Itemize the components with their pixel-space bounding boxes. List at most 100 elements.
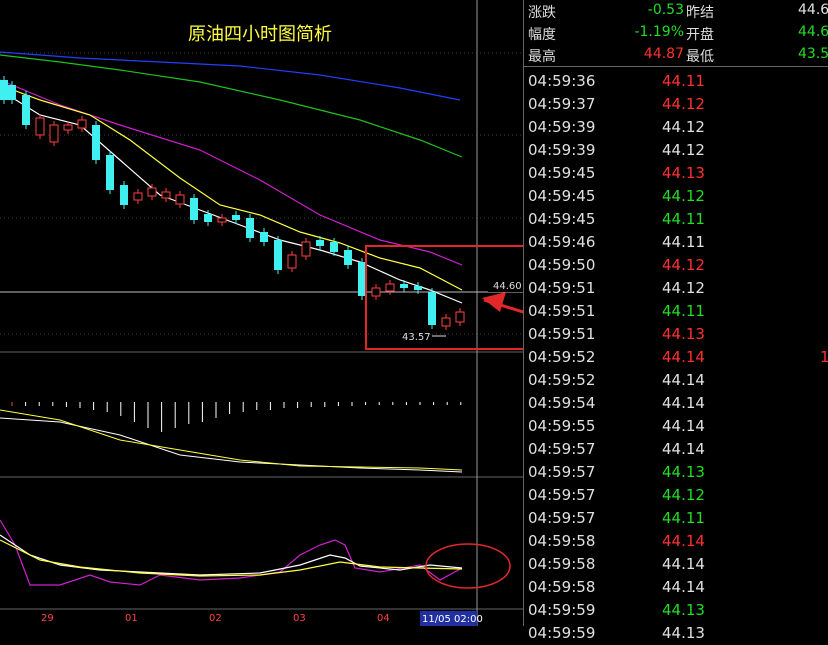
tick-row[interactable]: 04:59:45 44.13 [524, 162, 828, 185]
tick-time: 04:59:50 [528, 256, 596, 274]
quote-value: 44.6 [798, 24, 828, 40]
candle-body [63, 124, 73, 131]
tick-row[interactable]: 04:59:58 44.14 [524, 530, 828, 553]
tick-row[interactable]: 04:59:57 44.11 [524, 507, 828, 530]
tick-price: 44.11 [662, 233, 705, 251]
ma-yellow [0, 84, 463, 291]
osc-yellow [0, 539, 463, 577]
ma-white [0, 89, 463, 304]
tick-row[interactable]: 04:59:59 44.13 [524, 599, 828, 622]
tick-time: 04:59:39 [528, 118, 596, 136]
candle-body [414, 286, 422, 290]
tick-price: 44.12 [662, 118, 705, 136]
tick-row[interactable]: 04:59:57 44.13 [524, 461, 828, 484]
candle-body [287, 254, 297, 269]
tick-row[interactable]: 04:59:59 44.13 [524, 622, 828, 645]
vol-ma-yellow [0, 409, 463, 471]
tick-row[interactable]: 04:59:36 44.11 [524, 70, 828, 93]
quote-label: 幅度 [528, 27, 556, 43]
tick-time: 04:59:58 [528, 578, 596, 596]
ma-magenta [0, 79, 463, 266]
candle-body [316, 240, 324, 246]
candle-body [35, 117, 45, 136]
quote-label: 最低 [686, 49, 714, 65]
tick-price: 44.11 [662, 509, 705, 527]
tick-time: 04:59:52 [528, 371, 596, 389]
tick-time: 04:59:58 [528, 555, 596, 573]
tick-row[interactable]: 04:59:39 44.12 [524, 116, 828, 139]
tick-price: 44.13 [662, 624, 705, 642]
date-label: 29 [41, 613, 54, 624]
candle-body [49, 124, 59, 143]
divider [524, 66, 828, 67]
tick-price: 44.13 [662, 164, 705, 182]
tick-time: 04:59:59 [528, 624, 596, 642]
date-label: 04 [377, 613, 390, 624]
tick-row[interactable]: 04:59:51 44.13 [524, 323, 828, 346]
tick-row[interactable]: 04:59:52 44.14 [524, 369, 828, 392]
osc-white [0, 534, 463, 576]
price-chart-area[interactable]: 原油四小时图简析 44.60 43.57 29 01 02 03 04 11/0… [0, 0, 523, 626]
candle-body [8, 85, 16, 100]
candlesticks [0, 76, 465, 330]
candle-body [77, 119, 87, 129]
volume-panel [0, 402, 463, 473]
date-axis: 29 01 02 03 04 [41, 613, 390, 624]
tick-row[interactable]: 04:59:51 44.12 [524, 277, 828, 300]
candle-body [133, 192, 143, 201]
tick-price: 44.12 [662, 486, 705, 504]
tick-time: 04:59:51 [528, 325, 596, 343]
quote-sidebar[interactable]: 涨跌 -0.53 昨结 44.6 幅度 -1.19% 开盘 44.6 最高 44… [523, 0, 828, 642]
tick-row[interactable]: 04:59:58 44.14 [524, 553, 828, 576]
tick-time: 04:59:57 [528, 486, 596, 504]
date-label: 02 [209, 613, 222, 624]
tick-time: 04:59:45 [528, 164, 596, 182]
candle-body [344, 250, 352, 265]
quote-value: -0.53 [647, 2, 684, 18]
tick-row[interactable]: 04:59:57 44.14 [524, 438, 828, 461]
tick-row[interactable]: 04:59:57 44.12 [524, 484, 828, 507]
candle-body [441, 317, 451, 327]
tick-row[interactable]: 04:59:58 44.14 [524, 576, 828, 599]
candle-body [0, 80, 8, 100]
tick-price: 44.12 [662, 95, 705, 113]
vol-ma-white [0, 417, 463, 473]
candle-body [217, 217, 227, 223]
candle-body [371, 287, 381, 297]
tick-row[interactable]: 04:59:39 44.12 [524, 139, 828, 162]
tick-price: 44.11 [662, 72, 705, 90]
tick-time: 04:59:58 [528, 532, 596, 550]
candle-body [260, 232, 268, 242]
tick-time: 04:59:39 [528, 141, 596, 159]
tick-row[interactable]: 04:59:51 44.11 [524, 300, 828, 323]
tick-row[interactable]: 04:59:45 44.11 [524, 208, 828, 231]
tick-row[interactable]: 04:59:46 44.11 [524, 231, 828, 254]
tick-row[interactable]: 04:59:55 44.14 [524, 415, 828, 438]
tick-row[interactable]: 04:59:45 44.12 [524, 185, 828, 208]
tick-row[interactable]: 04:59:52 44.14 1 [524, 346, 828, 369]
annotation-arrow-shaft [483, 298, 523, 314]
tick-price: 44.12 [662, 187, 705, 205]
candle-body [246, 218, 254, 238]
quote-value: -1.19% [634, 24, 684, 40]
ma-green [0, 54, 463, 158]
candle-body [147, 187, 157, 197]
date-label: 01 [125, 613, 138, 624]
date-label: 03 [293, 613, 306, 624]
quote-row: 幅度 -1.19% 开盘 44.6 [524, 22, 828, 44]
tick-price: 44.12 [662, 256, 705, 274]
quote-label: 涨跌 [528, 5, 556, 21]
quote-row: 涨跌 -0.53 昨结 44.6 [524, 0, 828, 22]
tick-price: 44.14 [662, 394, 705, 412]
tick-row[interactable]: 04:59:50 44.12 [524, 254, 828, 277]
tick-price: 44.14 [662, 348, 705, 366]
tick-price: 44.13 [662, 325, 705, 343]
quote-label: 开盘 [686, 27, 714, 43]
tick-row[interactable]: 04:59:37 44.12 [524, 93, 828, 116]
quote-row: 最高 44.87 最低 43.5 [524, 44, 828, 66]
candle-body [204, 214, 212, 222]
tick-row[interactable]: 04:59:54 44.14 [524, 392, 828, 415]
tick-time: 04:59:54 [528, 394, 596, 412]
tick-time: 04:59:57 [528, 463, 596, 481]
quote-label: 最高 [528, 49, 556, 65]
